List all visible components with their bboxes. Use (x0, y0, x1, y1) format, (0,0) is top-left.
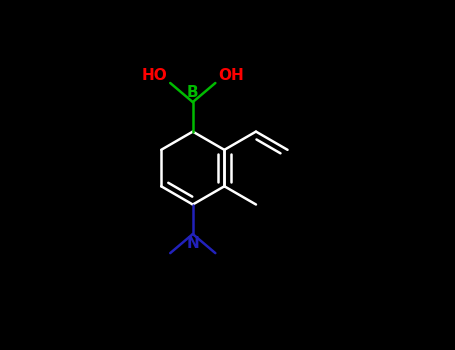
Text: B: B (187, 85, 198, 100)
Text: OH: OH (218, 68, 244, 83)
Text: N: N (187, 236, 199, 251)
Text: HO: HO (142, 68, 167, 83)
